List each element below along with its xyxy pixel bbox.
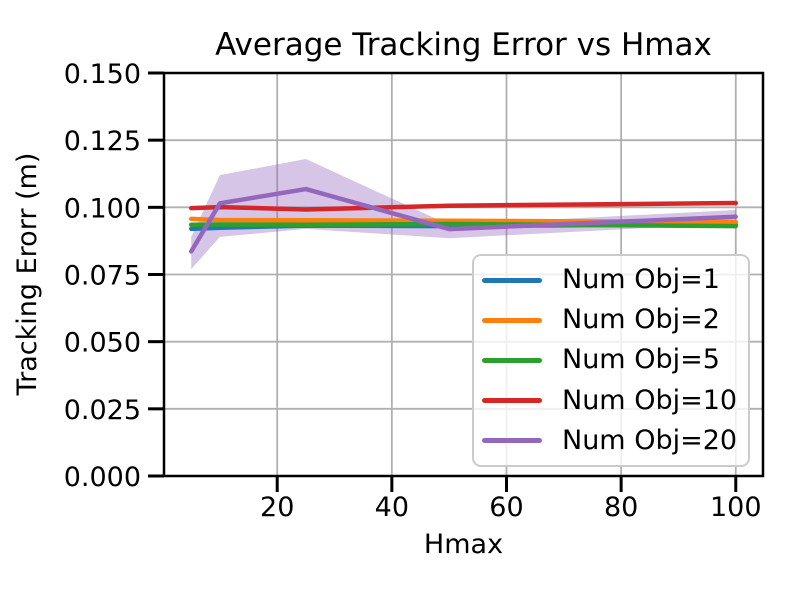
series-line-num-obj-20 <box>188 186 739 254</box>
legend-line-sample <box>482 438 542 444</box>
legend-item-num-obj-10: Num Obj=10 <box>482 381 740 421</box>
chart-title: Average Tracking Error vs Hmax <box>215 27 712 63</box>
legend-line-sample <box>482 398 542 404</box>
legend-item-num-obj-1: Num Obj=1 <box>482 260 740 300</box>
y-tick-label: 0.000 <box>64 462 141 493</box>
x-tick-label: 100 <box>710 492 762 523</box>
x-tick-label: 60 <box>489 492 523 523</box>
x-tick-label: 40 <box>375 492 409 523</box>
x-tick-label: 20 <box>260 492 294 523</box>
x-axis-label: Hmax <box>423 529 504 560</box>
legend-label: Num Obj=1 <box>562 264 720 296</box>
y-tick-label: 0.150 <box>64 59 141 90</box>
legend-line-sample <box>482 317 542 323</box>
y-tick-label: 0.075 <box>64 261 141 292</box>
legend-line-sample <box>482 277 542 283</box>
legend-item-num-obj-20: Num Obj=20 <box>482 421 740 461</box>
uncertainty-band <box>191 158 736 270</box>
y-axis-label: Tracking Erorr (m) <box>12 152 43 396</box>
y-tick-label: 0.025 <box>64 395 141 426</box>
legend-item-num-obj-2: Num Obj=2 <box>482 300 740 340</box>
y-tick-label: 0.100 <box>64 193 141 224</box>
x-tick-label: 80 <box>604 492 638 523</box>
legend-label: Num Obj=10 <box>562 384 738 416</box>
legend-label: Num Obj=2 <box>562 304 720 336</box>
legend-label: Num Obj=5 <box>562 344 720 376</box>
y-tick-label: 0.125 <box>64 126 141 157</box>
y-tick-label: 0.050 <box>64 328 141 359</box>
legend-line-sample <box>482 357 542 363</box>
series-line-num-obj-10 <box>188 200 739 212</box>
series-line-num-obj-5 <box>188 221 739 229</box>
legend-item-num-obj-5: Num Obj=5 <box>482 340 740 380</box>
legend-label: Num Obj=20 <box>562 424 738 456</box>
legend: Num Obj=1 Num Obj=2 Num Obj=5 Num Obj=10 Num… <box>472 254 750 467</box>
